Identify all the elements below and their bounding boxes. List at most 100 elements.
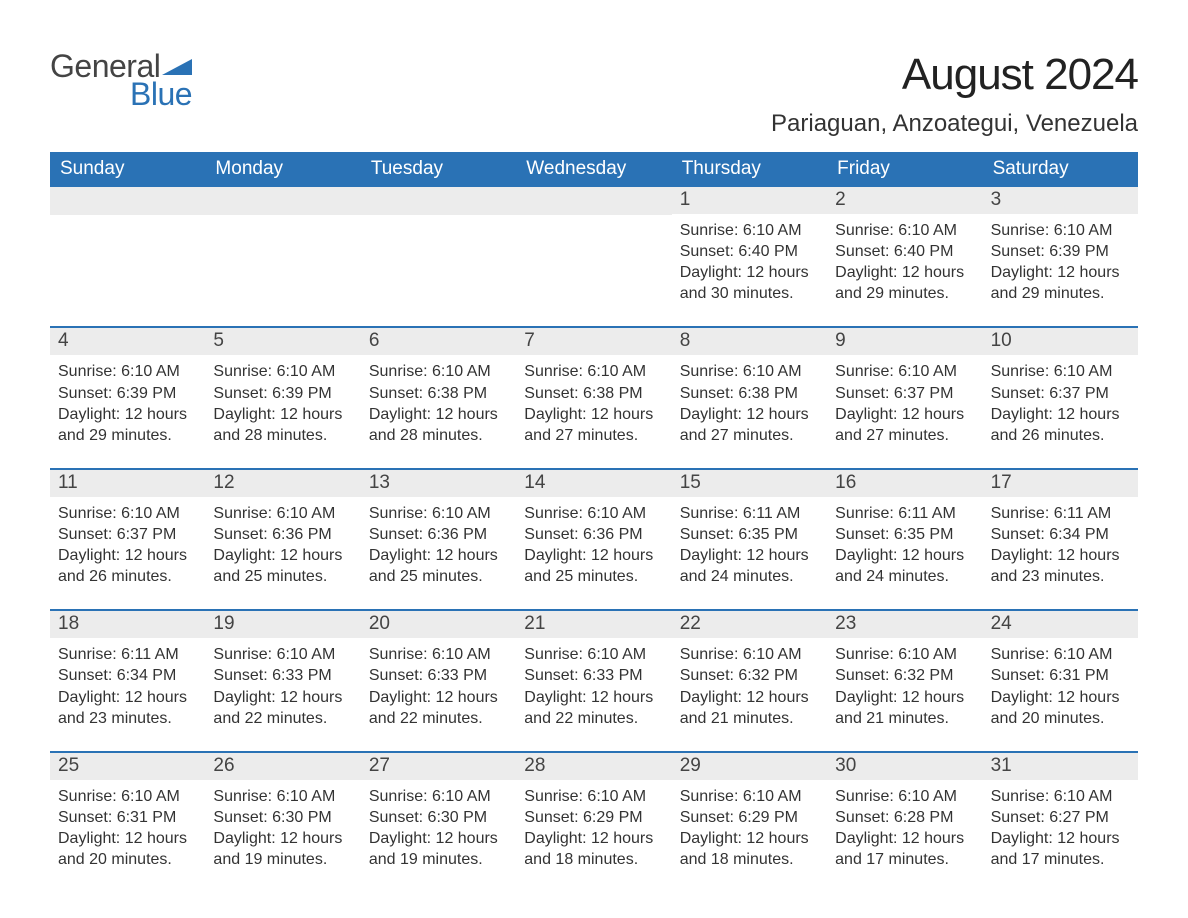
day-body: Sunrise: 6:10 AMSunset: 6:32 PMDaylight:… — [827, 638, 982, 732]
daylight-line-2: and 24 minutes. — [680, 566, 819, 587]
sunset-line: Sunset: 6:36 PM — [524, 524, 663, 545]
daylight-line-1: Daylight: 12 hours — [680, 545, 819, 566]
day-body: Sunrise: 6:10 AMSunset: 6:39 PMDaylight:… — [205, 355, 360, 449]
sunrise-line: Sunrise: 6:10 AM — [991, 786, 1130, 807]
weekday-header: Wednesday — [516, 152, 671, 187]
day-cell: 22Sunrise: 6:10 AMSunset: 6:32 PMDayligh… — [672, 611, 827, 732]
day-cell: 10Sunrise: 6:10 AMSunset: 6:37 PMDayligh… — [983, 328, 1138, 449]
daylight-line-2: and 29 minutes. — [58, 425, 197, 446]
sunset-line: Sunset: 6:30 PM — [369, 807, 508, 828]
day-number: 11 — [50, 470, 205, 497]
day-body: Sunrise: 6:10 AMSunset: 6:37 PMDaylight:… — [827, 355, 982, 449]
sunrise-line: Sunrise: 6:11 AM — [58, 644, 197, 665]
weekday-header: Saturday — [983, 152, 1138, 187]
day-body: Sunrise: 6:10 AMSunset: 6:29 PMDaylight:… — [672, 780, 827, 874]
daylight-line-1: Daylight: 12 hours — [524, 545, 663, 566]
day-cell: 1Sunrise: 6:10 AMSunset: 6:40 PMDaylight… — [672, 187, 827, 308]
sunset-line: Sunset: 6:36 PM — [369, 524, 508, 545]
daylight-line-1: Daylight: 12 hours — [58, 828, 197, 849]
empty-day-number — [50, 187, 205, 215]
week-row: 18Sunrise: 6:11 AMSunset: 6:34 PMDayligh… — [50, 609, 1138, 732]
day-number: 29 — [672, 753, 827, 780]
weekday-header: Thursday — [672, 152, 827, 187]
weekday-header: Monday — [205, 152, 360, 187]
sunset-line: Sunset: 6:37 PM — [835, 383, 974, 404]
sunset-line: Sunset: 6:33 PM — [524, 665, 663, 686]
day-cell: 12Sunrise: 6:10 AMSunset: 6:36 PMDayligh… — [205, 470, 360, 591]
empty-day-number — [361, 187, 516, 215]
day-cell: 31Sunrise: 6:10 AMSunset: 6:27 PMDayligh… — [983, 753, 1138, 874]
sunrise-line: Sunrise: 6:10 AM — [680, 220, 819, 241]
day-number: 26 — [205, 753, 360, 780]
sunrise-line: Sunrise: 6:10 AM — [524, 644, 663, 665]
daylight-line-1: Daylight: 12 hours — [835, 545, 974, 566]
daylight-line-2: and 22 minutes. — [213, 708, 352, 729]
day-cell — [50, 187, 205, 308]
day-number: 23 — [827, 611, 982, 638]
day-cell: 2Sunrise: 6:10 AMSunset: 6:40 PMDaylight… — [827, 187, 982, 308]
sunset-line: Sunset: 6:29 PM — [680, 807, 819, 828]
sunrise-line: Sunrise: 6:10 AM — [524, 786, 663, 807]
day-body: Sunrise: 6:11 AMSunset: 6:34 PMDaylight:… — [983, 497, 1138, 591]
day-number: 22 — [672, 611, 827, 638]
daylight-line-1: Daylight: 12 hours — [680, 404, 819, 425]
sunset-line: Sunset: 6:31 PM — [991, 665, 1130, 686]
sunset-line: Sunset: 6:28 PM — [835, 807, 974, 828]
day-number: 28 — [516, 753, 671, 780]
day-body: Sunrise: 6:10 AMSunset: 6:31 PMDaylight:… — [983, 638, 1138, 732]
daylight-line-1: Daylight: 12 hours — [991, 262, 1130, 283]
sunset-line: Sunset: 6:39 PM — [991, 241, 1130, 262]
daylight-line-2: and 17 minutes. — [991, 849, 1130, 870]
sunrise-line: Sunrise: 6:10 AM — [680, 361, 819, 382]
sunset-line: Sunset: 6:40 PM — [835, 241, 974, 262]
sunset-line: Sunset: 6:40 PM — [680, 241, 819, 262]
day-body: Sunrise: 6:10 AMSunset: 6:38 PMDaylight:… — [672, 355, 827, 449]
day-body: Sunrise: 6:10 AMSunset: 6:33 PMDaylight:… — [205, 638, 360, 732]
day-body: Sunrise: 6:10 AMSunset: 6:39 PMDaylight:… — [50, 355, 205, 449]
title-block: August 2024 Pariaguan, Anzoategui, Venez… — [771, 50, 1138, 138]
daylight-line-1: Daylight: 12 hours — [213, 545, 352, 566]
daylight-line-2: and 25 minutes. — [369, 566, 508, 587]
daylight-line-2: and 26 minutes. — [58, 566, 197, 587]
day-body: Sunrise: 6:10 AMSunset: 6:30 PMDaylight:… — [205, 780, 360, 874]
day-number: 4 — [50, 328, 205, 355]
day-cell: 15Sunrise: 6:11 AMSunset: 6:35 PMDayligh… — [672, 470, 827, 591]
day-number: 25 — [50, 753, 205, 780]
week-row: 1Sunrise: 6:10 AMSunset: 6:40 PMDaylight… — [50, 187, 1138, 308]
sunrise-line: Sunrise: 6:10 AM — [213, 361, 352, 382]
day-number: 15 — [672, 470, 827, 497]
weekday-header: Friday — [827, 152, 982, 187]
sunset-line: Sunset: 6:39 PM — [58, 383, 197, 404]
sunrise-line: Sunrise: 6:10 AM — [58, 786, 197, 807]
day-body: Sunrise: 6:10 AMSunset: 6:40 PMDaylight:… — [827, 214, 982, 308]
sunrise-line: Sunrise: 6:10 AM — [369, 361, 508, 382]
sunrise-line: Sunrise: 6:10 AM — [213, 644, 352, 665]
day-cell: 9Sunrise: 6:10 AMSunset: 6:37 PMDaylight… — [827, 328, 982, 449]
daylight-line-2: and 18 minutes. — [680, 849, 819, 870]
daylight-line-2: and 21 minutes. — [680, 708, 819, 729]
day-cell — [361, 187, 516, 308]
day-body: Sunrise: 6:10 AMSunset: 6:36 PMDaylight:… — [205, 497, 360, 591]
daylight-line-2: and 18 minutes. — [524, 849, 663, 870]
daylight-line-1: Daylight: 12 hours — [991, 404, 1130, 425]
day-cell: 8Sunrise: 6:10 AMSunset: 6:38 PMDaylight… — [672, 328, 827, 449]
day-body: Sunrise: 6:10 AMSunset: 6:27 PMDaylight:… — [983, 780, 1138, 874]
day-cell: 19Sunrise: 6:10 AMSunset: 6:33 PMDayligh… — [205, 611, 360, 732]
day-cell: 27Sunrise: 6:10 AMSunset: 6:30 PMDayligh… — [361, 753, 516, 874]
day-cell: 13Sunrise: 6:10 AMSunset: 6:36 PMDayligh… — [361, 470, 516, 591]
day-number: 14 — [516, 470, 671, 497]
sunrise-line: Sunrise: 6:10 AM — [991, 220, 1130, 241]
sunrise-line: Sunrise: 6:10 AM — [213, 786, 352, 807]
sunrise-line: Sunrise: 6:10 AM — [835, 644, 974, 665]
daylight-line-2: and 19 minutes. — [369, 849, 508, 870]
logo-text-blue: Blue — [130, 76, 192, 113]
day-cell — [516, 187, 671, 308]
day-body: Sunrise: 6:10 AMSunset: 6:32 PMDaylight:… — [672, 638, 827, 732]
day-body: Sunrise: 6:10 AMSunset: 6:33 PMDaylight:… — [361, 638, 516, 732]
day-number: 27 — [361, 753, 516, 780]
sunrise-line: Sunrise: 6:11 AM — [991, 503, 1130, 524]
daylight-line-2: and 23 minutes. — [58, 708, 197, 729]
sunset-line: Sunset: 6:30 PM — [213, 807, 352, 828]
day-number: 1 — [672, 187, 827, 214]
day-body: Sunrise: 6:10 AMSunset: 6:33 PMDaylight:… — [516, 638, 671, 732]
